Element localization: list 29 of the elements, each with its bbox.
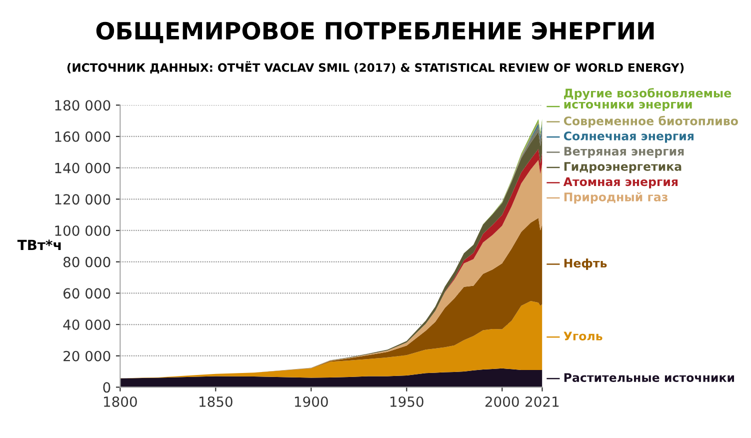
- y-tick-label: 160 000: [55, 131, 110, 142]
- legend-label: Гидроэнергетика: [564, 162, 682, 174]
- y-tick-label: 140 000: [55, 162, 110, 174]
- y-tick-label: 120 000: [55, 194, 110, 205]
- x-tick-label: 1850: [200, 396, 232, 407]
- legend-label: Ветряная энергия: [564, 146, 684, 158]
- legend-label: Растительные источники: [564, 373, 734, 382]
- legend-label: Другие возобновляемые источники энергии: [564, 88, 732, 111]
- y-tick-label: 40 000: [63, 319, 110, 330]
- y-axis-title: ТВт*ч: [17, 240, 61, 250]
- legend-label: Современное биотопливо: [564, 116, 738, 128]
- x-tick-label: 2000: [485, 396, 519, 407]
- x-tick-label: 2021: [526, 396, 559, 407]
- y-tick-label: 0: [103, 382, 110, 393]
- y-tick-label: 180 000: [55, 100, 110, 111]
- legend-label: Нефть: [564, 258, 607, 270]
- x-tick-label: 1800: [104, 396, 137, 407]
- legend-label: Атомная энергия: [563, 177, 678, 188]
- y-tick-label: 60 000: [64, 288, 110, 299]
- y-tick-label: 100 000: [55, 225, 110, 236]
- legend-label: Уголь: [564, 332, 602, 340]
- x-tick-label: 1900: [294, 396, 328, 407]
- chart-title: ОБЩЕМИРОВОЕ ПОТРЕБЛЕНИЕ ЭНЕРГИИ: [96, 22, 654, 44]
- y-tick-label: 20 000: [64, 350, 110, 362]
- chart-subtitle: (ИСТОЧНИК ДАННЫХ: ОТЧЁТ VACLAV SMIL (2017) & STATISTICAL REVIEW OF WORLD ENERGY): [67, 61, 684, 74]
- y-tick-label: 80 000: [63, 256, 110, 268]
- x-tick-label: 1950: [390, 396, 424, 407]
- legend-label: Природный газ: [564, 192, 668, 204]
- legend-label: Солнечная энергия: [564, 131, 694, 143]
